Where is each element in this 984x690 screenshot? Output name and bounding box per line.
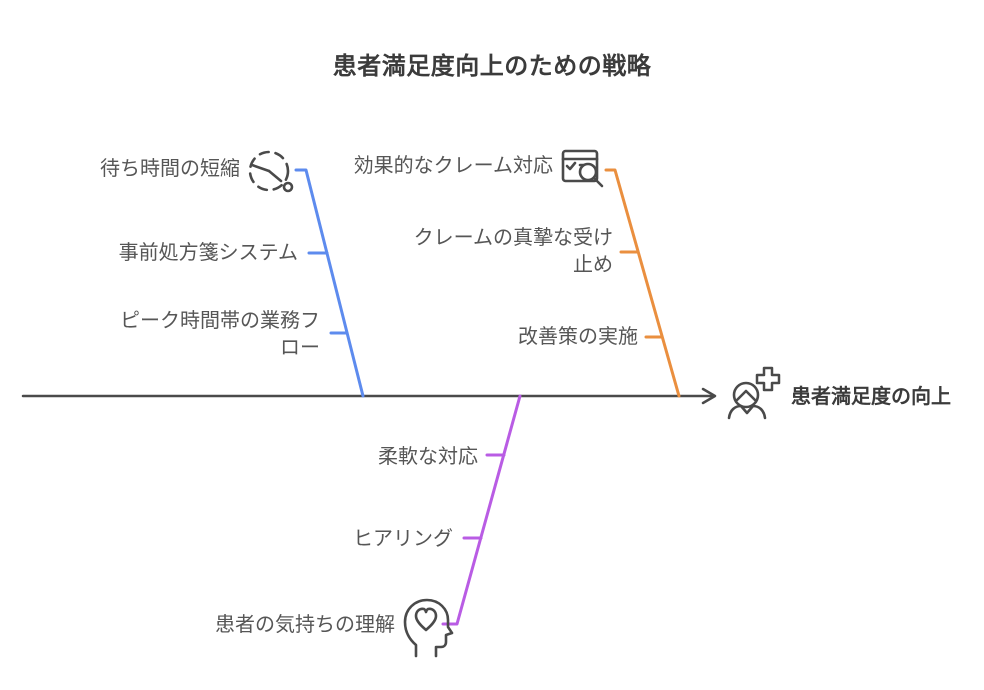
branch-item-flexible-response: 柔軟な対応	[378, 444, 478, 468]
branch-line	[604, 168, 681, 398]
head-heart-icon	[403, 598, 454, 658]
branch-head-complaint-response: 効果的なクレーム対応	[353, 153, 553, 177]
spine-line	[21, 387, 717, 405]
branch-item-sincere-acceptance: クレームの真摯な受け止め	[413, 225, 613, 276]
branch-line	[294, 168, 365, 398]
branch-head-patient-feelings: 患者の気持ちの理解	[215, 612, 395, 636]
branch-item-hearing: ヒアリング	[353, 526, 453, 550]
clock-icon	[248, 150, 294, 193]
branch-head-wait-time: 待ち時間の短縮	[100, 156, 240, 180]
branch-item-prescription-system: 事前処方箋システム	[118, 240, 298, 264]
person-plus-icon	[727, 366, 781, 420]
branch-item-peak-workflow: ピーク時間帯の業務フロー	[120, 308, 320, 359]
icons-layer	[248, 149, 781, 658]
branch-wait-time-lines	[294, 168, 365, 398]
branch-complaint-lines	[604, 168, 681, 398]
diagram-title: 患者満足度向上のための戦略	[332, 52, 652, 80]
window-search-icon	[561, 149, 604, 188]
branch-feelings-lines	[441, 394, 522, 626]
branch-line	[441, 394, 522, 626]
goal-label: 患者満足度の向上	[791, 384, 951, 408]
arrow-right-icon	[701, 387, 717, 405]
branch-item-implement-improvements: 改善策の実施	[518, 324, 638, 348]
